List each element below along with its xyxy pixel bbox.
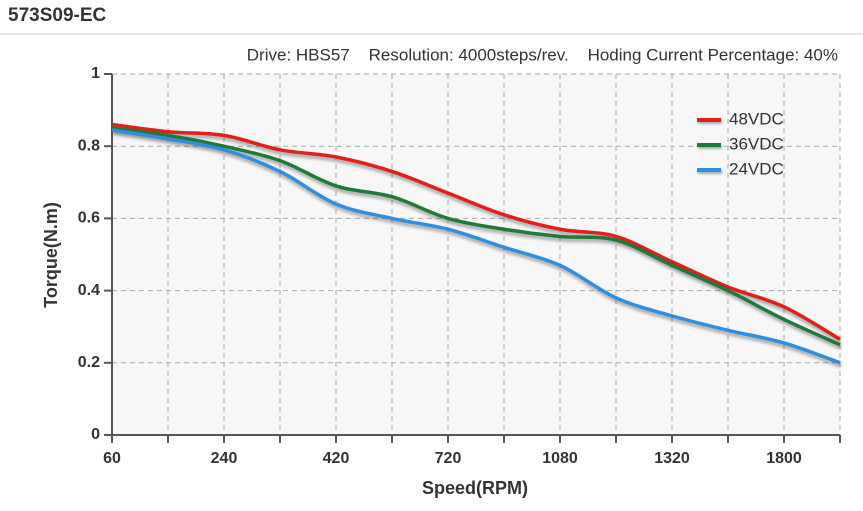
x-tick-label: 1800 <box>766 450 802 467</box>
plot-area <box>112 74 840 435</box>
x-tick-label: 420 <box>323 450 350 467</box>
legend-label: 48VDC <box>729 109 784 128</box>
y-tick-label: 0.8 <box>78 137 100 154</box>
y-tick-label: 0.2 <box>78 354 100 371</box>
legend-label: 36VDC <box>729 134 784 153</box>
legend-label: 24VDC <box>729 159 784 178</box>
series-line <box>111 122 841 341</box>
x-tick-label: 240 <box>211 450 238 467</box>
y-tick-label: 0 <box>91 426 100 443</box>
subtitle: Drive: HBS57 Resolution: 4000steps/rev. … <box>247 45 838 64</box>
y-axis-label: Torque(N.m) <box>41 202 61 308</box>
x-tick-label: 1080 <box>542 450 578 467</box>
y-tick-label: 0.4 <box>78 282 100 299</box>
series-line <box>111 128 841 365</box>
page-title: 573S09-EC <box>8 5 107 26</box>
x-axis-label: Speed(RPM) <box>422 478 528 498</box>
y-tick-label: 1 <box>91 65 100 82</box>
series-line <box>111 126 841 347</box>
x-tick-label: 60 <box>103 450 121 467</box>
x-tick-label: 720 <box>435 450 462 467</box>
y-tick-label: 0.6 <box>78 210 100 227</box>
x-tick-label: 1320 <box>654 450 690 467</box>
